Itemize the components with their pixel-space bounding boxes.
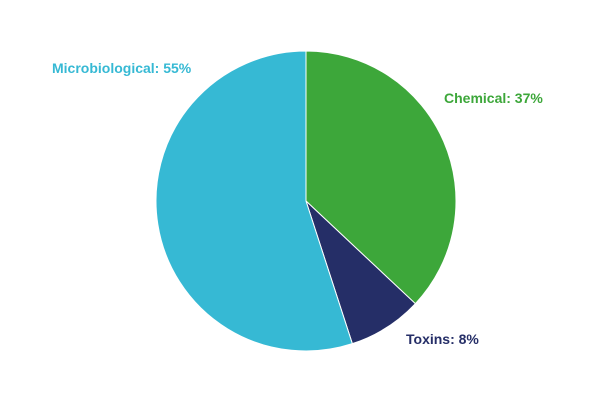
pie-slice-chemical bbox=[305, 50, 457, 305]
slice-label-chemical: Chemical: 37% bbox=[444, 90, 543, 106]
slice-label-toxins: Toxins: 8% bbox=[406, 331, 479, 347]
pie-labels: Chemical: 37% Toxins: 8% Microbiological… bbox=[52, 60, 543, 347]
pie-slice-microbiological bbox=[155, 50, 353, 352]
slice-label-microbiological: Microbiological: 55% bbox=[52, 60, 192, 76]
pie-slices bbox=[155, 50, 457, 352]
